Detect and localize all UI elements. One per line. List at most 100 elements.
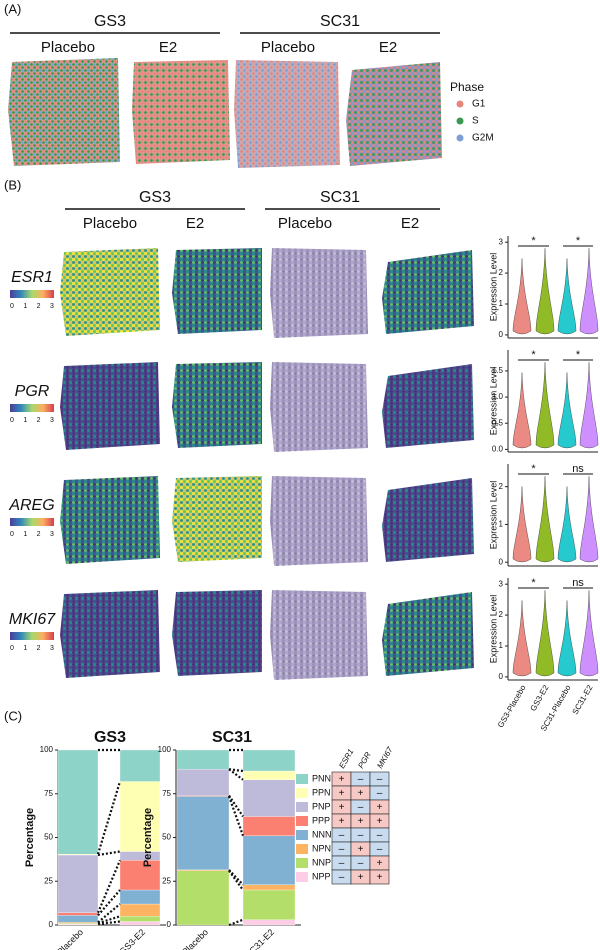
y-tick-label: 2 xyxy=(499,610,504,619)
x-tick-label: GS3-E2 xyxy=(117,927,147,950)
tissue-image xyxy=(270,476,368,566)
tissue-image xyxy=(172,248,262,334)
legend-swatch xyxy=(296,872,308,882)
legend-label: NPP xyxy=(312,871,331,881)
table-value: – xyxy=(377,788,383,799)
y-tick-label: 0 xyxy=(49,920,54,929)
violin xyxy=(512,372,532,449)
y-axis-label: Expression Level xyxy=(488,253,498,322)
legend-label: G1 xyxy=(472,99,486,110)
y-tick-label: 1 xyxy=(499,299,504,308)
tissue-image xyxy=(8,58,120,166)
colorbar-tick: 2 xyxy=(37,645,41,652)
group-label: SC31 xyxy=(320,13,360,30)
condition-label: E2 xyxy=(186,215,204,232)
y-tick-label: 0.5 xyxy=(492,418,504,427)
violin xyxy=(579,590,599,677)
y-axis-label: Percentage xyxy=(142,808,154,867)
panel-label: (B) xyxy=(4,177,21,192)
y-tick-label: 0 xyxy=(499,330,504,339)
table-value: + xyxy=(358,816,364,827)
bar-segment xyxy=(119,903,161,917)
x-tick-label: SC31-E2 xyxy=(243,927,276,950)
y-tick-label: 0 xyxy=(499,557,504,566)
tissue-image xyxy=(270,362,368,452)
legend-swatch xyxy=(296,788,308,798)
condition-label: Placebo xyxy=(41,39,95,56)
legend-swatch xyxy=(456,100,464,108)
table-value: + xyxy=(377,858,383,869)
tissue-image xyxy=(382,364,474,448)
gene-label: PGR xyxy=(15,383,50,400)
y-tick-label: 1.0 xyxy=(492,392,504,401)
y-tick-label: 1 xyxy=(499,520,504,529)
table-value: + xyxy=(339,774,345,785)
table-value: + xyxy=(339,816,345,827)
bar-segment xyxy=(176,870,230,926)
table-value: – xyxy=(377,844,383,855)
table-value: – xyxy=(377,774,383,785)
condition-label: Placebo xyxy=(261,39,315,56)
tissue-image xyxy=(172,476,262,562)
panel-label: (C) xyxy=(4,708,22,723)
x-tick-label: GS3-E2 xyxy=(529,683,551,713)
significance-label: * xyxy=(576,349,581,361)
legend-label: PNN xyxy=(312,773,331,783)
bar-segment xyxy=(119,889,161,905)
connector xyxy=(228,918,244,927)
violin xyxy=(535,590,555,677)
y-tick-label: 1 xyxy=(499,641,504,650)
tissue-image xyxy=(270,248,368,338)
tissue-image xyxy=(346,62,442,166)
bar-segment xyxy=(242,779,296,817)
colorbar-tick: 3 xyxy=(50,417,54,424)
violin xyxy=(557,372,577,449)
significance-label: * xyxy=(531,235,536,247)
y-axis-label: Expression Level xyxy=(488,481,498,550)
colorbar xyxy=(10,518,54,526)
legend-swatch xyxy=(296,802,308,812)
y-tick-label: 0 xyxy=(499,672,504,681)
bar-segment xyxy=(119,921,161,926)
legend-swatch xyxy=(296,816,308,826)
bar-segment xyxy=(57,749,99,855)
y-tick-label: 75 xyxy=(162,789,171,798)
table-value: – xyxy=(358,830,364,841)
bar-segment xyxy=(176,769,230,796)
condition-label: E2 xyxy=(379,39,397,56)
table-value: + xyxy=(377,816,383,827)
y-tick-label: 50 xyxy=(162,833,171,842)
violin xyxy=(579,248,599,335)
group-label: GS3 xyxy=(139,189,171,206)
colorbar-tick: 3 xyxy=(50,303,54,310)
table-header: PGR xyxy=(356,750,373,770)
gene-label: ESR1 xyxy=(11,269,53,286)
bar-segment xyxy=(176,749,230,770)
colorbar-tick: 0 xyxy=(10,531,14,538)
connector xyxy=(227,796,245,837)
table-value: – xyxy=(339,844,345,855)
connector xyxy=(228,794,244,818)
legend-label: PPN xyxy=(312,787,331,797)
y-tick-label: 100 xyxy=(40,745,54,754)
table-value: – xyxy=(358,858,364,869)
connector xyxy=(228,768,244,781)
colorbar-tick: 2 xyxy=(37,417,41,424)
bar-segment xyxy=(176,796,230,871)
colorbar xyxy=(10,632,54,640)
legend-swatch xyxy=(296,774,308,784)
tissue-image xyxy=(172,362,262,448)
table-value: – xyxy=(358,802,364,813)
violin xyxy=(579,362,599,449)
tissue-image xyxy=(60,362,160,450)
y-tick-label: 75 xyxy=(44,789,53,798)
connector xyxy=(228,869,244,886)
group-label: SC31 xyxy=(320,189,360,206)
y-tick-label: 0 xyxy=(167,920,172,929)
legend-swatch xyxy=(296,830,308,840)
significance-label: ns xyxy=(572,577,584,589)
y-tick-label: 2 xyxy=(499,268,504,277)
bar-segment xyxy=(119,781,161,852)
colorbar-tick: 1 xyxy=(23,531,27,538)
